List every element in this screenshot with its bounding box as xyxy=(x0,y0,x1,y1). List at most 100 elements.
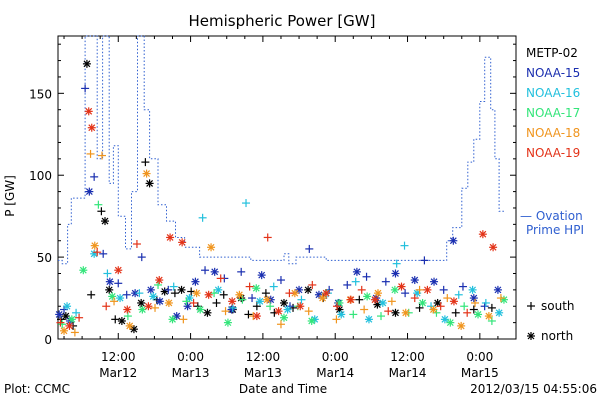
plot-area: 0 50 100 150 12:00 Mar12 0:00 Mar13 12:00 Mar13 0… xyxy=(29,35,517,380)
point-noaa-19 xyxy=(478,230,487,239)
point-noaa-17 xyxy=(154,280,163,289)
point-metp-02 xyxy=(141,158,150,167)
point-noaa-19 xyxy=(102,302,111,311)
point-noaa-19 xyxy=(204,290,213,299)
point-noaa-17 xyxy=(377,312,386,321)
point-noaa-15 xyxy=(210,267,219,276)
ovation-hpi-line xyxy=(58,35,504,265)
point-noaa-17 xyxy=(474,310,483,319)
point-noaa-16 xyxy=(495,308,504,317)
point-metp-02 xyxy=(279,298,288,307)
point-noaa-17 xyxy=(79,266,88,275)
point-metp-02 xyxy=(111,315,120,324)
point-noaa-17 xyxy=(223,318,232,327)
point-noaa-18 xyxy=(415,285,424,294)
point-noaa-15 xyxy=(352,267,361,276)
point-noaa-18 xyxy=(429,305,438,314)
point-noaa-17 xyxy=(58,320,67,329)
point-noaa-19 xyxy=(132,240,141,249)
point-noaa-17 xyxy=(307,316,316,325)
point-noaa-17 xyxy=(279,313,288,322)
point-noaa-15 xyxy=(439,285,448,294)
point-noaa-17 xyxy=(94,200,103,209)
point-noaa-17 xyxy=(67,315,76,324)
point-metp-02 xyxy=(261,289,270,298)
point-noaa-16 xyxy=(242,199,251,208)
point-metp-02 xyxy=(145,179,154,188)
point-noaa-16 xyxy=(364,315,373,324)
point-noaa-16 xyxy=(103,269,112,278)
plot-timestamp: 2012/03/15 04:55:06 xyxy=(470,382,597,396)
point-noaa-18 xyxy=(360,305,369,314)
point-noaa-19 xyxy=(296,302,305,311)
point-metp-02 xyxy=(117,316,126,325)
point-noaa-17 xyxy=(168,315,177,324)
point-noaa-18 xyxy=(97,151,106,160)
point-noaa-15 xyxy=(420,256,429,265)
x-tick-date-label: Mar13 xyxy=(172,366,210,380)
point-noaa-17 xyxy=(363,292,372,301)
point-noaa-17 xyxy=(138,305,147,314)
point-noaa-16 xyxy=(392,259,401,268)
legend-item-noaa-16: NOAA-16 xyxy=(526,86,580,100)
point-noaa-15 xyxy=(146,285,155,294)
point-metp-02 xyxy=(304,285,313,294)
legend: METP-02 NOAA-15 NOAA-16 NOAA-17 NOAA-18 NOAA-… xyxy=(526,46,580,160)
point-noaa-18 xyxy=(387,297,396,306)
point-metp-02 xyxy=(244,310,253,319)
point-noaa-19 xyxy=(489,243,498,252)
point-noaa-18 xyxy=(276,320,285,329)
point-noaa-17 xyxy=(210,289,219,298)
point-noaa-15 xyxy=(449,236,458,245)
marker-legend-label-south: south xyxy=(541,299,575,313)
point-metp-02 xyxy=(203,308,212,317)
point-noaa-16 xyxy=(351,277,360,286)
legend-item-metp-02: METP-02 xyxy=(526,46,578,60)
x-tick-date-label: Mar13 xyxy=(244,366,282,380)
point-noaa-16 xyxy=(135,289,144,298)
data-points xyxy=(55,59,508,337)
point-noaa-18 xyxy=(263,295,272,304)
x-tick-date-label: Mar12 xyxy=(99,366,137,380)
point-noaa-19 xyxy=(65,321,74,330)
point-noaa-15 xyxy=(191,277,200,286)
point-noaa-15 xyxy=(257,271,266,280)
point-noaa-18 xyxy=(304,307,313,316)
point-metp-02 xyxy=(212,298,221,307)
chart-title: Hemispheric Power [GW] xyxy=(189,12,376,30)
point-noaa-19 xyxy=(410,294,419,303)
south-marker-icon xyxy=(527,302,535,310)
point-noaa-15 xyxy=(172,312,181,321)
point-noaa-15 xyxy=(155,297,164,306)
point-noaa-17 xyxy=(418,298,427,307)
point-noaa-15 xyxy=(343,280,352,289)
point-metp-02 xyxy=(129,325,138,334)
marker-legend: south north xyxy=(527,299,575,343)
point-noaa-18 xyxy=(151,303,160,312)
y-axis-label: P [GW] xyxy=(3,175,17,217)
point-noaa-15 xyxy=(305,244,314,253)
y-tick-label: 150 xyxy=(29,87,52,101)
point-noaa-15 xyxy=(85,187,94,196)
point-noaa-19 xyxy=(308,280,317,289)
point-noaa-19 xyxy=(84,107,93,116)
point-noaa-16 xyxy=(72,308,81,317)
point-noaa-16 xyxy=(378,298,387,307)
point-noaa-15 xyxy=(55,310,64,319)
point-noaa-17 xyxy=(460,302,469,311)
point-noaa-15 xyxy=(164,285,173,294)
point-metp-02 xyxy=(469,305,478,314)
point-noaa-19 xyxy=(245,282,254,291)
point-noaa-18 xyxy=(60,326,69,335)
point-noaa-19 xyxy=(123,305,132,314)
legend-item-noaa-15: NOAA-15 xyxy=(526,66,580,80)
point-noaa-15 xyxy=(105,277,114,286)
point-noaa-19 xyxy=(216,274,225,283)
point-metp-02 xyxy=(101,217,110,226)
point-noaa-18 xyxy=(332,315,341,324)
point-noaa-16 xyxy=(214,285,223,294)
x-tick-date-label: Mar15 xyxy=(461,366,499,380)
point-noaa-19 xyxy=(436,302,445,311)
point-noaa-18 xyxy=(125,321,134,330)
x-tick-time-label: 0:00 xyxy=(322,350,349,364)
